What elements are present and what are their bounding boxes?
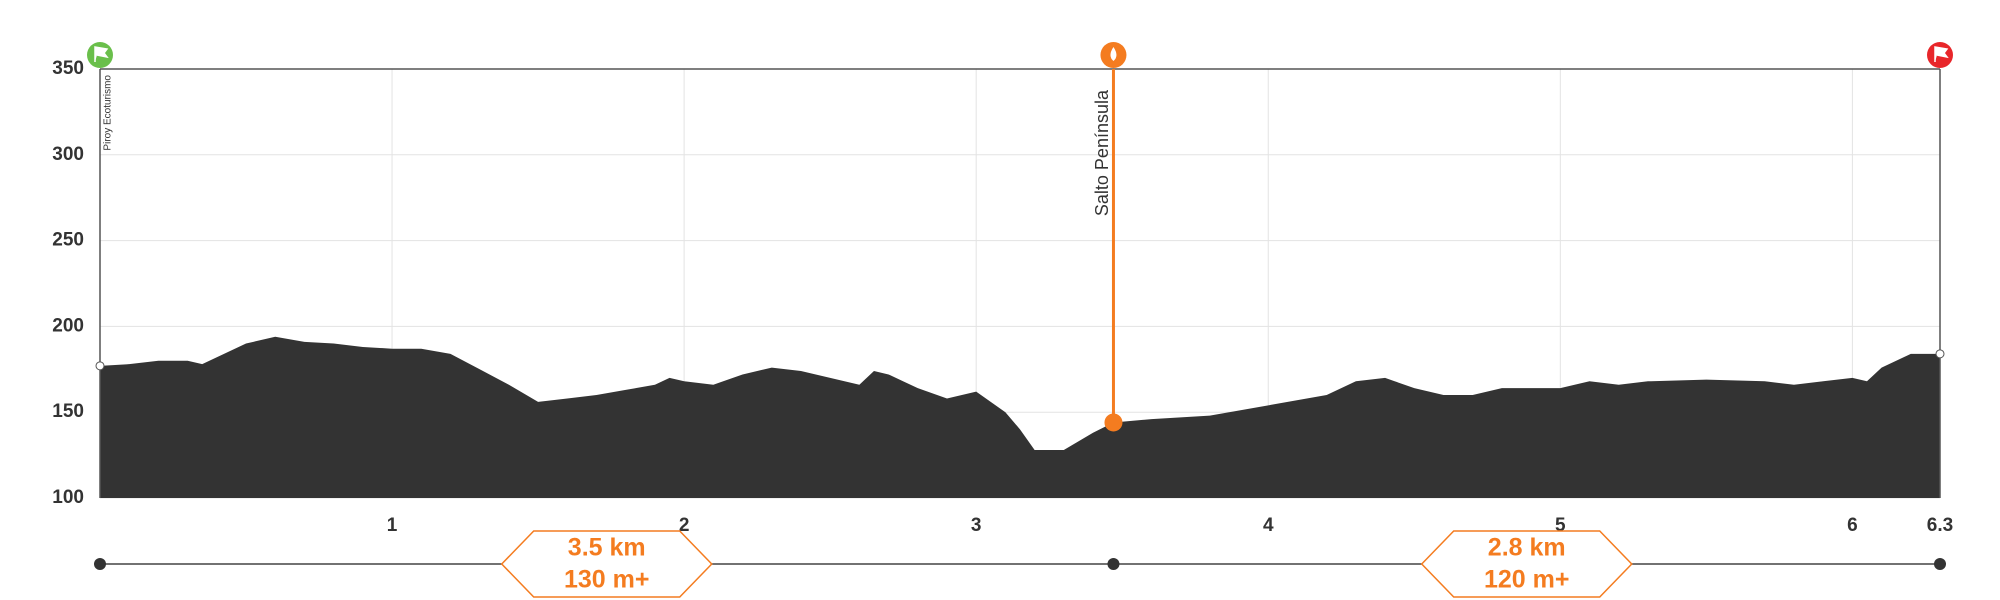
endpoint	[1935, 349, 1945, 359]
y-tick-label: 250	[52, 230, 84, 251]
y-tick-label: 200	[52, 315, 84, 336]
y-tick-label: 350	[52, 58, 84, 79]
flag-icon	[94, 46, 109, 62]
drop-icon	[1110, 47, 1117, 61]
waypoint-label: Salto Península	[1092, 89, 1112, 216]
y-tick-label: 300	[52, 144, 84, 165]
x-tick-label: 6	[1847, 515, 1858, 536]
segment-badge	[1420, 530, 1633, 598]
segment-dot	[94, 558, 106, 570]
y-tick-label: 100	[52, 487, 84, 508]
segment-badge	[500, 530, 713, 598]
segment-distance: 3.5 km	[568, 534, 646, 562]
x-tick-label: 1	[387, 515, 398, 536]
segment-gain: 120 m+	[1484, 566, 1570, 594]
segment-gain: 130 m+	[564, 566, 650, 594]
waypoint-point	[1104, 413, 1123, 432]
segment-dot	[1934, 558, 1946, 570]
flag-icon	[1934, 46, 1949, 62]
x-tick-label: 6.3	[1927, 515, 1953, 536]
y-tick-label: 150	[52, 401, 84, 422]
waypoint-label: Piroy Ecoturismo	[103, 75, 114, 151]
elevation-area	[100, 336, 1940, 498]
segment-distance: 2.8 km	[1488, 534, 1566, 562]
x-tick-label: 2	[679, 515, 690, 536]
x-tick-label: 4	[1263, 515, 1274, 536]
x-tick-label: 3	[971, 515, 982, 536]
endpoint	[95, 361, 105, 371]
segment-dot	[1107, 558, 1120, 570]
x-tick-label: 5	[1555, 515, 1566, 536]
